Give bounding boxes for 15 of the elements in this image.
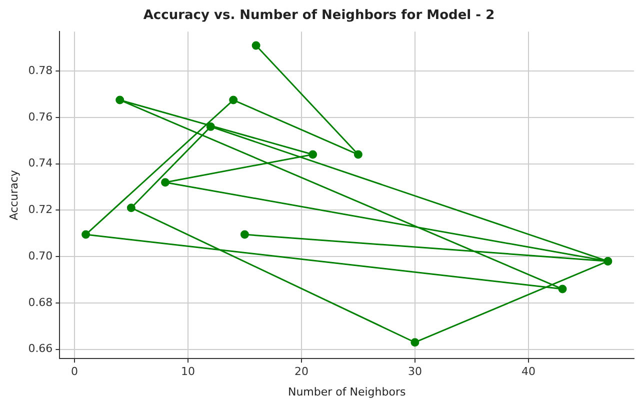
y-tick-label: 0.72 <box>28 203 53 216</box>
y-tick-label: 0.68 <box>28 296 53 309</box>
x-tick-label: 10 <box>180 365 195 378</box>
y-tick-label: 0.76 <box>28 110 53 124</box>
x-tick-label: 20 <box>294 365 308 378</box>
y-tick-label: 0.70 <box>28 249 53 262</box>
x-axis-title: Number of Neighbors <box>288 385 406 398</box>
x-tick-label: 40 <box>521 365 536 378</box>
y-tick-label: 0.78 <box>28 64 53 77</box>
y-axis-title: Accuracy <box>7 170 20 220</box>
x-tick-label: 30 <box>408 365 422 378</box>
y-tick-label: 0.66 <box>28 342 53 356</box>
y-tick-label: 0.74 <box>28 156 53 170</box>
chart-title: Accuracy vs. Number of Neighbors for Model - 2 <box>143 8 495 24</box>
x-tick-label: 0 <box>70 365 78 378</box>
